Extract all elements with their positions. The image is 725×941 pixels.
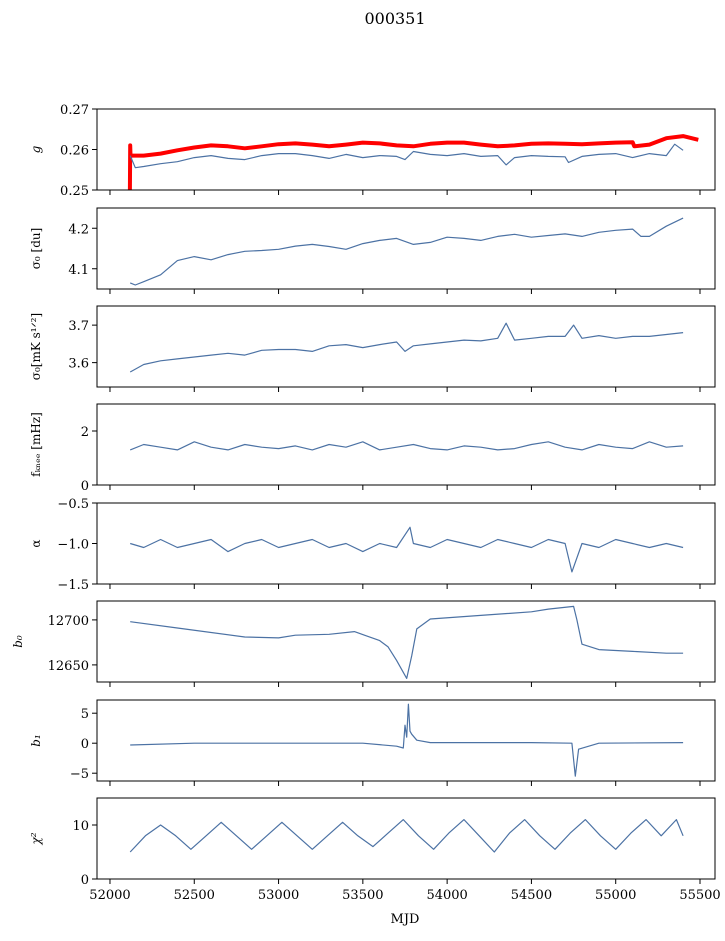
panel-7: 0 10 52000 52500 53000 53500 54000 54500 55000 55… <box>29 797 721 903</box>
x-tick-label: 55000 <box>595 888 636 903</box>
figure-title: 000351 <box>364 9 425 28</box>
series-line-sigma0-mk <box>129 322 684 373</box>
y-axis-label: fₖₙₑₑ [mHz] <box>29 412 43 477</box>
x-tick-label: 52500 <box>174 888 215 903</box>
panel-0: 0.25 0.26 0.27 g <box>29 103 716 199</box>
y-tick-label: 0 <box>81 479 89 494</box>
series-line-alpha <box>130 526 684 573</box>
axes-frame <box>96 600 716 683</box>
y-tick-label: 12650 <box>48 659 89 674</box>
y-axis-label: χ² <box>29 832 43 845</box>
series-line-b1 <box>130 703 684 777</box>
x-tick-label: 53000 <box>258 888 299 903</box>
y-axis-label: b₀ <box>11 635 25 648</box>
panel-1: 4.1 4.2 σ₀ [du] <box>29 207 716 294</box>
panel-5: 12650 12700 b₀ <box>11 600 716 687</box>
axes-frame <box>96 207 716 290</box>
axes-frame <box>96 502 716 585</box>
y-axis-label: α <box>29 539 43 547</box>
series-line-g-model <box>127 134 699 190</box>
axes-frame <box>96 797 716 880</box>
panel-3: 0 2 fₖₙₑₑ [mHz] <box>29 403 716 494</box>
y-axis-label: σ₀ [du] <box>29 228 43 270</box>
y-tick-label: −5 <box>70 767 89 782</box>
axes-frame <box>96 403 716 486</box>
x-tick-label: 52000 <box>89 888 130 903</box>
panel-4: −1.5 −1.0 −0.5 α <box>29 497 716 593</box>
y-tick-label: 3.6 <box>68 357 89 372</box>
y-tick-label: 12700 <box>48 614 89 629</box>
panel-6: −5 0 5 b₁ <box>29 699 716 786</box>
y-tick-label: 3.7 <box>68 319 89 334</box>
series-line-sigma0-du <box>129 217 684 286</box>
y-tick-label: 5 <box>81 707 89 722</box>
axes-frame <box>96 699 716 782</box>
y-tick-label: −1.0 <box>57 538 89 553</box>
x-tick-label: 55500 <box>679 888 720 903</box>
y-tick-label: −0.5 <box>57 497 89 512</box>
x-tick-label: 53500 <box>342 888 383 903</box>
series-line-chi2 <box>129 818 684 853</box>
y-tick-label: −1.5 <box>57 578 89 593</box>
y-tick-label: 4.2 <box>68 222 89 237</box>
x-tick-label: 54000 <box>426 888 467 903</box>
series-line-fknee <box>129 441 684 451</box>
panel-2: 3.6 3.7 σ₀[mK s¹ᐟ²] <box>29 305 716 392</box>
y-tick-label: 10 <box>72 819 89 834</box>
series-line-b0 <box>130 605 684 680</box>
y-tick-label: 2 <box>81 425 89 440</box>
axes-frame <box>96 305 716 388</box>
series-line-g-data <box>129 143 684 169</box>
y-tick-label: 0.26 <box>60 144 89 159</box>
y-tick-label: 0.27 <box>60 103 89 118</box>
y-tick-label: 0 <box>81 873 89 888</box>
y-tick-label: 0 <box>81 737 89 752</box>
y-axis-label: b₁ <box>29 734 43 747</box>
y-tick-label: 0.25 <box>60 184 89 199</box>
y-axis-label: σ₀[mK s¹ᐟ²] <box>29 313 43 380</box>
x-tick-label: 54500 <box>511 888 552 903</box>
y-tick-label: 4.1 <box>68 263 89 278</box>
x-axis-label: MJD <box>391 912 420 927</box>
y-axis-label: g <box>29 145 43 153</box>
